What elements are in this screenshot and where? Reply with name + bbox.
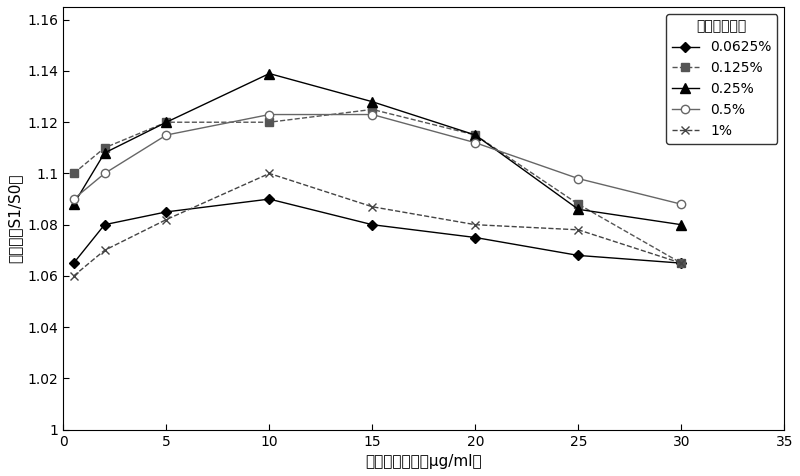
- 1%: [574, 227, 583, 233]
- X-axis label: 酶标抗体浓度（μg/ml）: 酶标抗体浓度（μg/ml）: [366, 454, 482, 469]
- 1%: [367, 204, 377, 209]
- 0.25%: [677, 222, 686, 228]
- 0.0625%: [100, 222, 110, 228]
- 0.25%: [470, 132, 480, 138]
- 0.125%: [677, 260, 686, 266]
- 0.5%: [367, 112, 377, 118]
- 0.0625%: [574, 253, 583, 258]
- 0.25%: [574, 207, 583, 212]
- 0.0625%: [470, 235, 480, 240]
- 0.5%: [265, 112, 274, 118]
- 0.125%: [100, 145, 110, 151]
- 0.5%: [69, 196, 78, 202]
- 0.0625%: [677, 260, 686, 266]
- 0.5%: [162, 132, 171, 138]
- 0.125%: [470, 132, 480, 138]
- 0.0625%: [367, 222, 377, 228]
- 1%: [677, 260, 686, 266]
- Y-axis label: 信噪比（S1/S0）: 信噪比（S1/S0）: [7, 174, 22, 263]
- Line: 0.0625%: 0.0625%: [70, 196, 685, 267]
- 0.25%: [265, 71, 274, 77]
- 0.0625%: [265, 196, 274, 202]
- 0.25%: [100, 150, 110, 156]
- 0.25%: [69, 201, 78, 207]
- 0.125%: [367, 107, 377, 112]
- 0.125%: [69, 170, 78, 176]
- 1%: [69, 273, 78, 279]
- 0.5%: [574, 176, 583, 181]
- 1%: [100, 248, 110, 253]
- Line: 0.125%: 0.125%: [70, 105, 686, 268]
- 0.125%: [574, 201, 583, 207]
- 0.5%: [470, 140, 480, 146]
- 0.25%: [367, 99, 377, 105]
- Line: 1%: 1%: [70, 169, 686, 280]
- Line: 0.5%: 0.5%: [70, 110, 686, 208]
- Legend: 0.0625%, 0.125%, 0.25%, 0.5%, 1%: 0.0625%, 0.125%, 0.25%, 0.5%, 1%: [666, 14, 778, 144]
- 0.0625%: [69, 260, 78, 266]
- 0.125%: [162, 119, 171, 125]
- 1%: [265, 170, 274, 176]
- 0.5%: [100, 170, 110, 176]
- 0.0625%: [162, 209, 171, 215]
- 0.125%: [265, 119, 274, 125]
- 0.25%: [162, 119, 171, 125]
- 0.5%: [677, 201, 686, 207]
- 1%: [470, 222, 480, 228]
- 1%: [162, 217, 171, 222]
- Line: 0.25%: 0.25%: [69, 69, 686, 229]
